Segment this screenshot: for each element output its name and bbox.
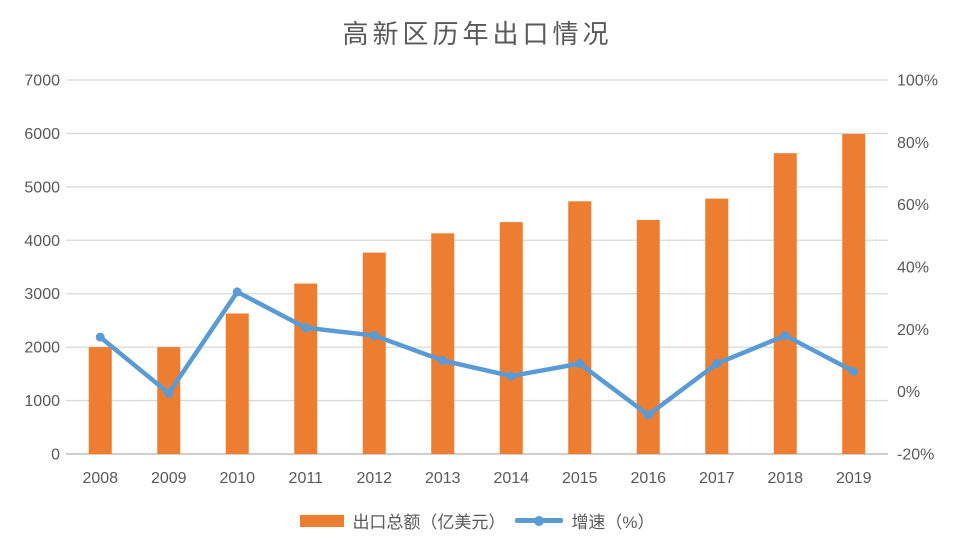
y-right-tick-label: 60% — [897, 197, 929, 214]
y-right-tick-label: 40% — [897, 260, 929, 277]
y-left-tick-label: 1000 — [24, 393, 60, 410]
bar — [294, 283, 318, 454]
y-left-tick-label: 3000 — [24, 286, 60, 303]
x-tick-label: 2015 — [562, 470, 598, 487]
y-left-tick-label: 0 — [51, 447, 60, 464]
x-tick-label: 2008 — [82, 470, 118, 487]
bar — [88, 347, 112, 454]
bar — [225, 313, 249, 454]
line-marker — [301, 323, 311, 333]
x-tick-label: 2019 — [836, 470, 872, 487]
legend-marker-dot-icon — [534, 515, 545, 526]
line-marker — [849, 366, 859, 376]
legend-label-growth: 增速（%） — [571, 513, 655, 532]
bar — [636, 219, 660, 454]
y-left-tick-label: 5000 — [24, 179, 60, 196]
chart-title: 高新区历年出口情况 — [342, 20, 613, 49]
y-left-tick-label: 6000 — [24, 126, 60, 143]
line-marker — [164, 388, 174, 398]
bar — [157, 347, 181, 454]
y-right-tick-label: -20% — [897, 447, 934, 464]
line-marker — [643, 410, 653, 420]
bar — [431, 233, 455, 454]
line-marker — [575, 359, 585, 369]
growth-line — [98, 289, 856, 418]
line-marker — [780, 331, 790, 341]
x-tick-label: 2014 — [493, 470, 529, 487]
x-tick-label: 2010 — [219, 470, 255, 487]
legend-bar-swatch-icon — [300, 514, 345, 527]
line-marker — [506, 371, 516, 381]
x-tick-label: 2017 — [699, 470, 735, 487]
line-marker — [438, 356, 448, 365]
y-right-tick-label: 80% — [897, 135, 929, 152]
legend-item-export: 出口总额（亿美元） — [300, 508, 505, 533]
line-marker — [369, 331, 379, 341]
x-tick-label: 2013 — [425, 470, 461, 487]
bar — [705, 198, 729, 454]
line-marker — [712, 359, 722, 369]
y-left-tick-label: 2000 — [24, 340, 60, 357]
bar — [499, 222, 523, 454]
y-left-tick-label: 4000 — [24, 233, 60, 250]
legend-line-swatch-icon — [515, 515, 564, 526]
bar — [842, 133, 866, 454]
x-tick-label: 2011 — [289, 470, 324, 487]
bar — [362, 252, 386, 454]
bar — [773, 153, 797, 454]
bar — [568, 201, 592, 454]
x-tick-label: 2009 — [151, 470, 187, 487]
line-marker — [232, 287, 242, 297]
legend-item-growth: 增速（%） — [515, 508, 655, 533]
x-tick-label: 2018 — [767, 470, 803, 487]
x-tick-label: 2012 — [356, 470, 392, 487]
x-tick-label: 2016 — [630, 470, 666, 487]
y-right-tick-label: 20% — [897, 322, 929, 339]
y-right-tick-label: 0% — [897, 384, 920, 401]
chart-legend: 出口总额（亿美元） 增速（%） — [0, 508, 955, 533]
y-left-tick-label: 7000 — [24, 73, 60, 90]
y-right-tick-label: 100% — [897, 73, 938, 90]
line-marker — [95, 332, 105, 342]
legend-label-export: 出口总额（亿美元） — [352, 513, 506, 532]
